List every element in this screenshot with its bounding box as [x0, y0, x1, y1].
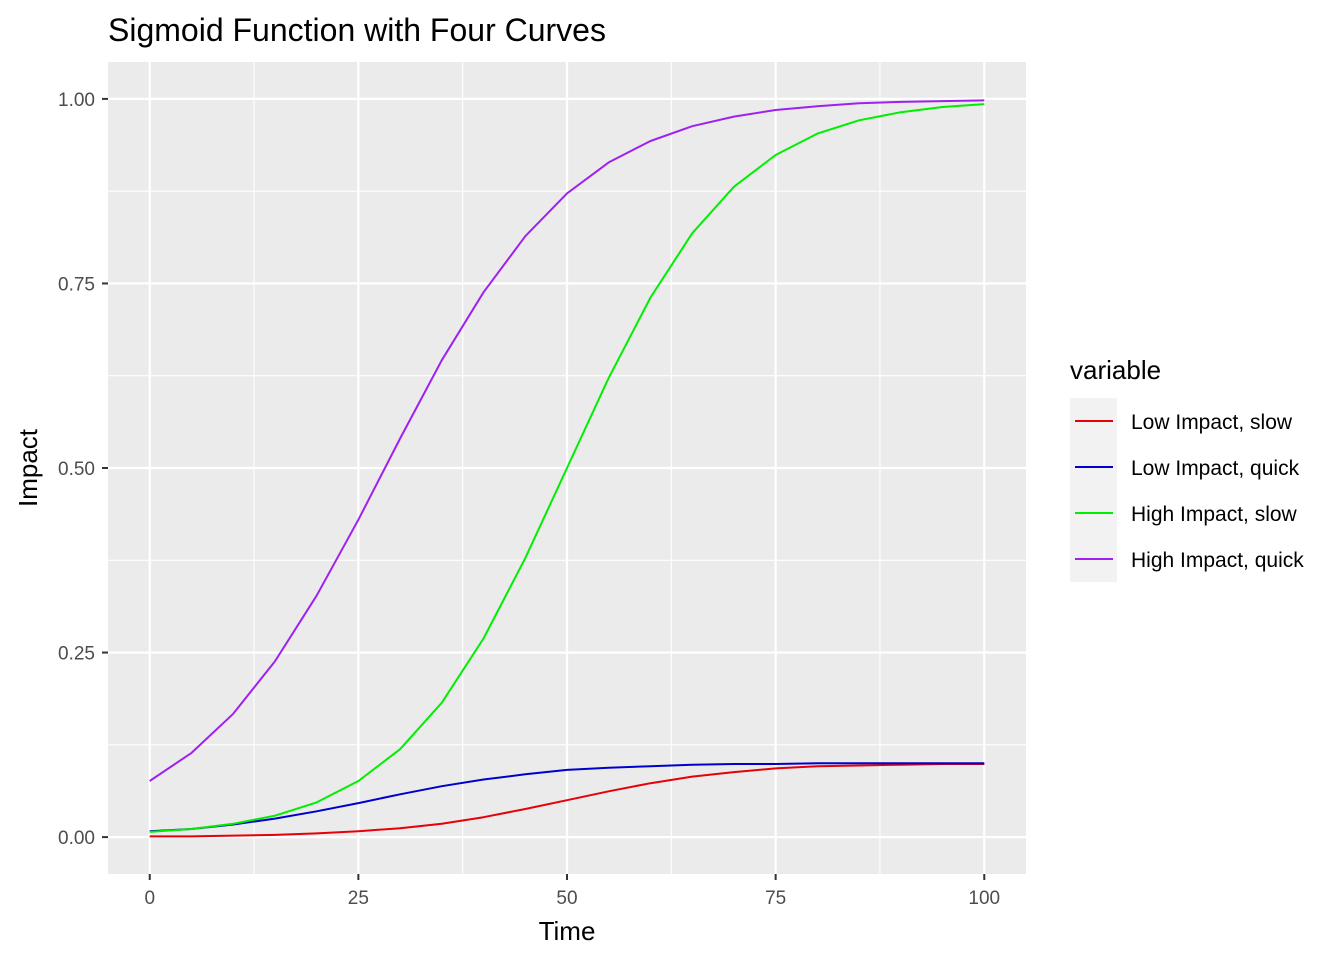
series-line-4: [149, 99, 985, 782]
y-tick-label: 0.00: [58, 828, 95, 849]
legend-label-3: High Impact, slow: [1131, 503, 1298, 526]
legend-key-background: [1070, 398, 1117, 582]
y-axis-title: Impact: [13, 428, 43, 507]
legend-items: Low Impact, slow Low Impact, quick High Im…: [1070, 398, 1304, 582]
x-tick-label: 75: [765, 888, 786, 909]
legend-label-4: High Impact, quick: [1131, 549, 1304, 572]
x-axis-title: Time: [539, 916, 596, 946]
series-line-1: [149, 763, 985, 838]
legend: variable Low Impact, slow Low Impact, qui…: [1070, 355, 1304, 582]
series-line-3: [149, 103, 985, 833]
x-tick-label: 100: [968, 888, 1000, 909]
y-tick-label: 0.25: [58, 644, 95, 665]
series-line-2: [149, 762, 985, 833]
series-layer: [149, 99, 985, 838]
x-tick-label: 25: [348, 888, 369, 909]
chart-title: Sigmoid Function with Four Curves: [108, 12, 606, 48]
axis-layer: 0 25 50 75 100 0.00 0.25 0.50 0.75 1.00: [58, 90, 1000, 909]
y-tick-label: 0.75: [58, 274, 95, 295]
x-tick-label: 0: [144, 888, 155, 909]
y-tick-label: 0.50: [58, 459, 95, 480]
legend-title: variable: [1070, 355, 1161, 385]
x-tick-label: 50: [556, 888, 577, 909]
legend-label-2: Low Impact, quick: [1131, 457, 1300, 480]
y-tick-label: 1.00: [58, 90, 95, 111]
legend-label-1: Low Impact, slow: [1131, 411, 1293, 434]
